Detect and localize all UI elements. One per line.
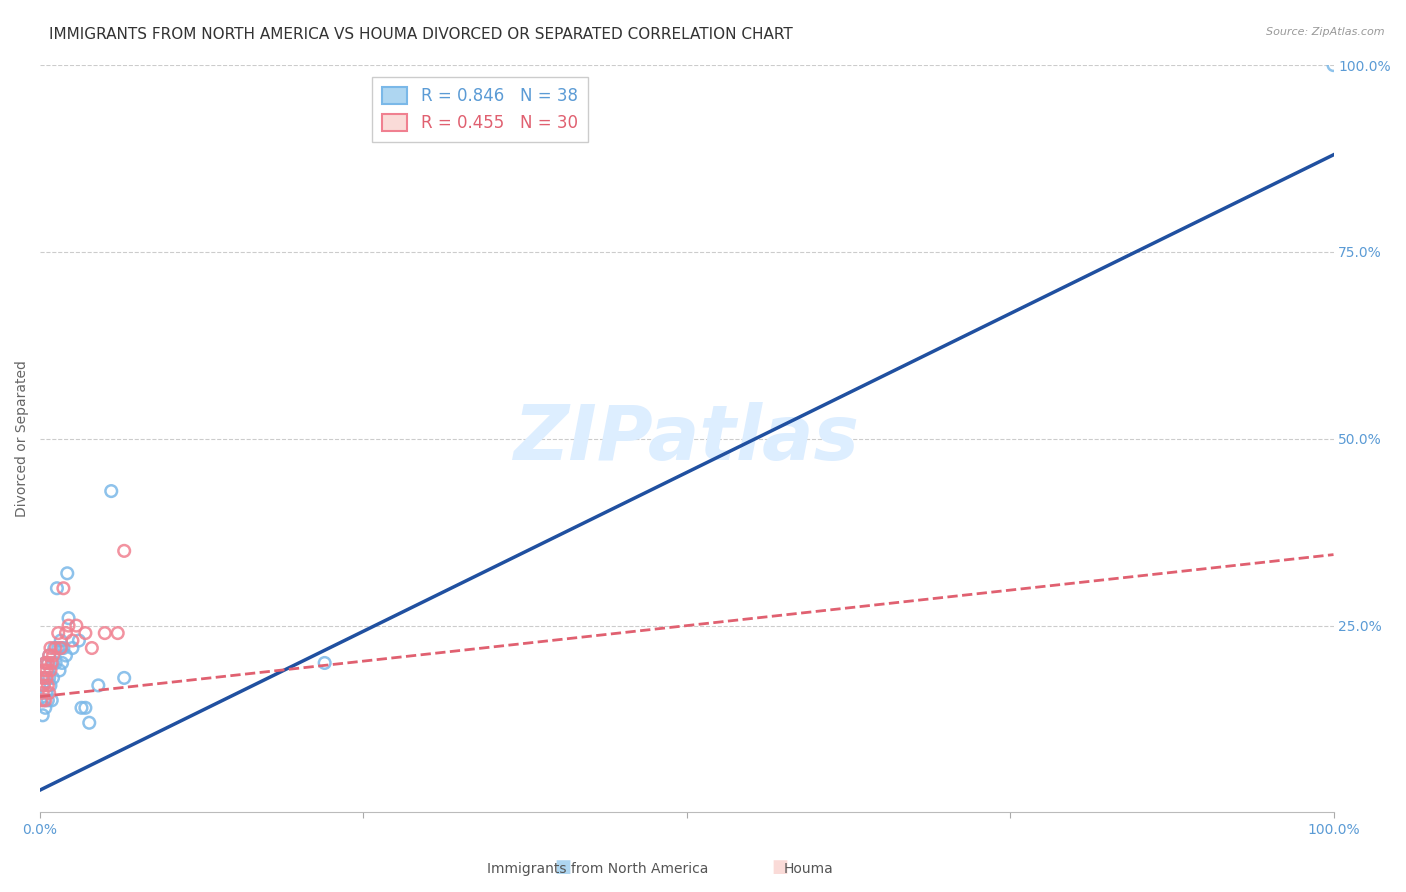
Point [49,633,72,648]
Point [67,633,90,648]
Point [37,656,59,670]
Point [30,693,52,707]
Point [35,664,58,678]
Point [107,626,129,640]
Point [32,671,55,685]
Point [100,484,122,499]
Text: Source: ZipAtlas.com: Source: ZipAtlas.com [1267,27,1385,37]
Point [41,656,63,670]
Point [35,671,58,685]
Point [112,671,135,685]
Point [52,581,75,595]
Point [32,664,55,678]
Point [31,678,53,692]
Text: IMMIGRANTS FROM NORTH AMERICA VS HOUMA DIVORCED OR SEPARATED CORRELATION CHART: IMMIGRANTS FROM NORTH AMERICA VS HOUMA D… [49,27,793,42]
Point [55,626,77,640]
Point [58,618,80,632]
Point [32,678,55,692]
Point [55,648,77,663]
Point [75,701,97,715]
Point [31,708,53,723]
Text: ■: ■ [554,858,571,876]
Point [38,648,60,663]
Point [112,544,135,558]
Point [52,640,75,655]
Point [34,656,56,670]
Point [46,640,69,655]
Y-axis label: Divorced or Separated: Divorced or Separated [15,360,30,517]
Point [34,701,56,715]
Point [45,581,67,595]
Point [31,671,53,685]
Point [41,693,63,707]
Point [38,671,60,685]
Point [35,671,58,685]
Point [70,701,93,715]
Point [42,648,65,663]
Text: Houma: Houma [783,862,834,876]
Point [34,693,56,707]
Point [65,618,87,632]
Point [51,656,73,670]
Point [62,633,84,648]
Point [75,626,97,640]
Point [31,686,53,700]
Point [37,678,59,692]
Point [39,640,62,655]
Point [44,640,66,655]
Point [94,626,117,640]
Point [42,656,65,670]
Point [62,640,84,655]
Point [45,640,67,655]
Point [314,656,336,670]
Point [38,686,60,700]
Point [38,648,60,663]
Point [45,656,67,670]
Point [77,715,100,730]
Text: Immigrants from North America: Immigrants from North America [486,862,709,876]
Point [49,640,72,655]
Point [1322,58,1344,72]
Point [32,693,55,707]
Point [56,566,79,581]
Text: ZIPatlas: ZIPatlas [513,401,860,475]
Point [37,693,59,707]
Point [87,678,110,692]
Point [49,640,72,655]
Text: ■: ■ [772,858,789,876]
Point [35,686,58,700]
Point [58,611,80,625]
Point [39,664,62,678]
Point [46,626,69,640]
Point [42,671,65,685]
Point [80,640,103,655]
Point [34,656,56,670]
Legend: R = 0.846   N = 38, R = 0.455   N = 30: R = 0.846 N = 38, R = 0.455 N = 30 [373,78,588,142]
Point [37,656,59,670]
Point [39,678,62,692]
Point [48,664,70,678]
